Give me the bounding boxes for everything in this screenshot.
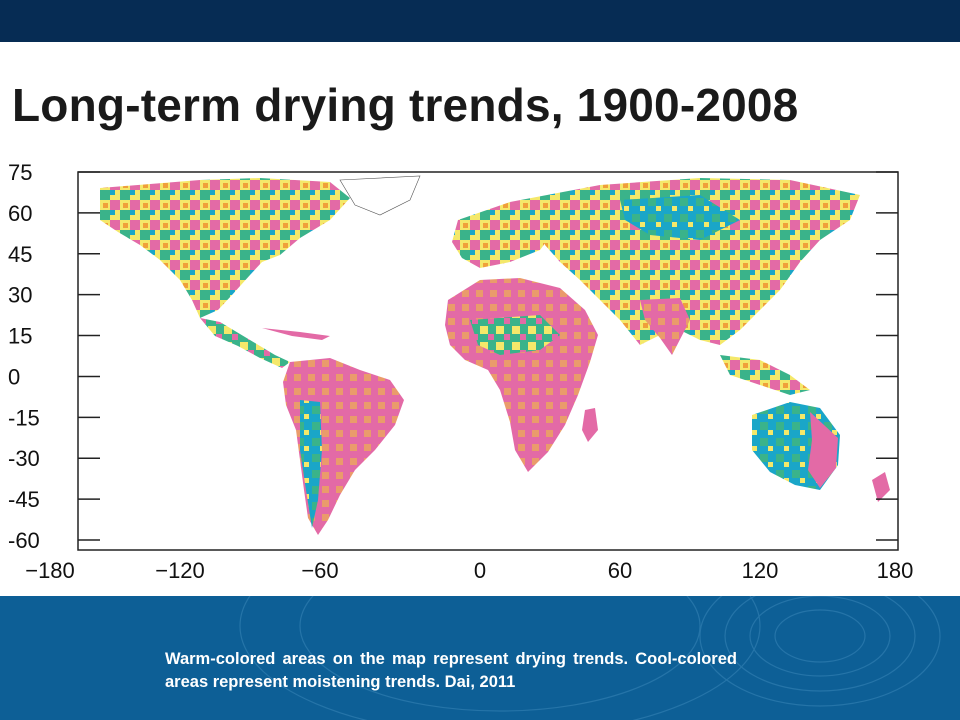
europe-landmass xyxy=(452,202,555,268)
y-tick-label: 30 xyxy=(8,283,32,308)
y-tick-label: 15 xyxy=(8,324,32,349)
india-landmass xyxy=(640,298,690,355)
y-tick-label: 60 xyxy=(8,201,32,226)
header-bar xyxy=(0,0,960,42)
x-tick-label: −60 xyxy=(301,558,338,583)
x-tick-label: 120 xyxy=(742,558,779,583)
south-america-west-band xyxy=(300,400,322,528)
australia-east-dry xyxy=(808,412,838,488)
asia-cyan-region xyxy=(620,195,740,240)
africa-central-band xyxy=(470,315,560,355)
africa-landmass xyxy=(445,278,598,472)
y-axis: 75 60 45 30 15 0 -15 -30 -45 -60 xyxy=(8,160,898,553)
y-tick-label: -15 xyxy=(8,405,40,430)
new-zealand-landmass xyxy=(872,472,890,502)
caribbean-islands xyxy=(262,328,330,340)
x-tick-label: 180 xyxy=(877,558,914,583)
footer-bar: Warm-colored areas on the map represent … xyxy=(0,596,960,720)
slide-title: Long-term drying trends, 1900-2008 xyxy=(12,79,799,131)
world-map: 75 60 45 30 15 0 -15 -30 -45 -60 −180 −120 −60 0 60 12… xyxy=(8,160,913,583)
plot-frame xyxy=(77,171,899,551)
madagascar-landmass xyxy=(582,408,598,442)
y-tick-label: -30 xyxy=(8,446,40,471)
southeast-asia-islands xyxy=(720,355,810,395)
x-tick-label: −180 xyxy=(25,558,75,583)
central-america-landmass xyxy=(200,318,290,368)
continents xyxy=(100,175,890,535)
x-tick-label: 60 xyxy=(608,558,632,583)
y-tick-label: 0 xyxy=(8,364,20,389)
caption-text: Warm-colored areas on the map represent … xyxy=(165,650,737,691)
y-tick-label: 45 xyxy=(8,242,32,267)
y-tick-label: -60 xyxy=(8,528,40,553)
north-america-landmass xyxy=(100,178,350,318)
decorative-ripples xyxy=(239,596,941,720)
map-figure: 75 60 45 30 15 0 -15 -30 -45 -60 −180 −120 −60 0 60 12… xyxy=(0,150,960,595)
x-axis: −180 −120 −60 0 60 120 180 xyxy=(25,558,913,583)
y-tick-label: 75 xyxy=(8,160,32,185)
asia-landmass xyxy=(510,178,860,345)
y-tick-label: -45 xyxy=(8,487,40,512)
x-tick-label: 0 xyxy=(474,558,486,583)
x-tick-label: −120 xyxy=(155,558,205,583)
greenland-landmass xyxy=(339,175,421,216)
